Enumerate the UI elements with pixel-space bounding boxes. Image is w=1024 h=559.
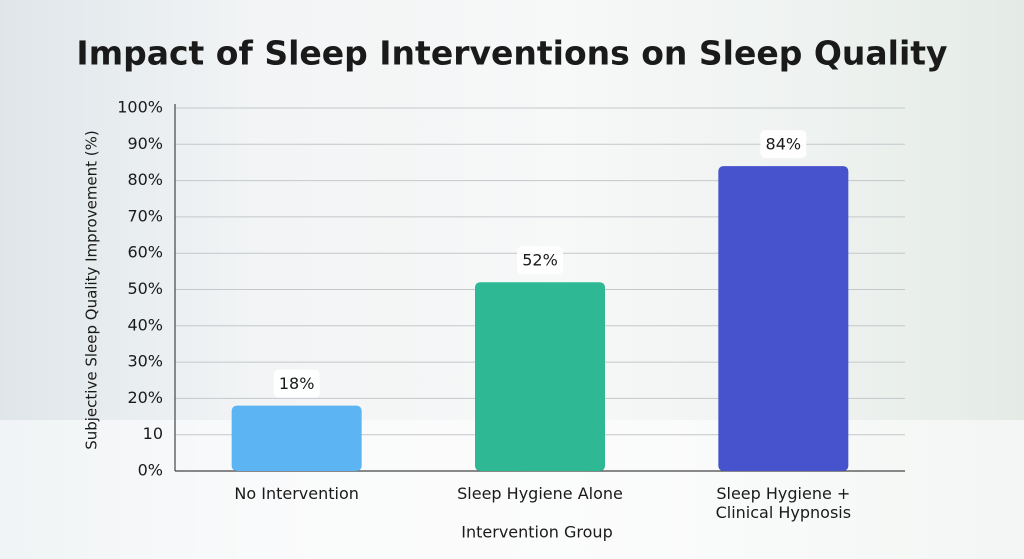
x-tick-label: Sleep Hygiene Alone bbox=[457, 484, 623, 503]
value-label-box: 52% bbox=[517, 246, 563, 275]
value-label-box: 84% bbox=[760, 130, 807, 159]
y-tick-label: 0% bbox=[138, 461, 163, 480]
y-tick-label: 80% bbox=[127, 170, 163, 189]
value-label-bg bbox=[517, 246, 563, 275]
y-tick-label: 30% bbox=[127, 352, 163, 371]
y-tick-label: 40% bbox=[127, 315, 163, 334]
y-tick-label: 100% bbox=[117, 98, 163, 117]
value-label-bg bbox=[273, 369, 320, 398]
bar bbox=[231, 405, 362, 471]
y-tick-label: 20% bbox=[127, 388, 163, 407]
value-label-box: 18% bbox=[273, 369, 320, 398]
value-label: 52% bbox=[522, 251, 558, 270]
y-tick-label: 60% bbox=[127, 243, 163, 262]
x-axis-title: Intervention Group bbox=[461, 523, 612, 542]
bar bbox=[475, 282, 605, 471]
y-axis-title: Subjective Sleep Quality Improvement (%) bbox=[83, 130, 101, 450]
x-tick-label: No Intervention bbox=[234, 484, 359, 503]
x-tick-label: Sleep Hygiene + Clinical Hypnosis bbox=[715, 484, 852, 522]
y-tick-label: 90% bbox=[127, 134, 163, 153]
y-tick-label: 70% bbox=[127, 206, 163, 225]
y-tick-label: 50% bbox=[127, 279, 163, 298]
y-tick-label: 10 bbox=[143, 424, 163, 443]
value-label-bg bbox=[760, 130, 807, 159]
bar bbox=[718, 166, 849, 471]
chart-title: Impact of Sleep Interventions on Sleep Q… bbox=[76, 34, 947, 73]
value-label: 84% bbox=[766, 135, 802, 154]
value-label: 18% bbox=[279, 374, 315, 393]
